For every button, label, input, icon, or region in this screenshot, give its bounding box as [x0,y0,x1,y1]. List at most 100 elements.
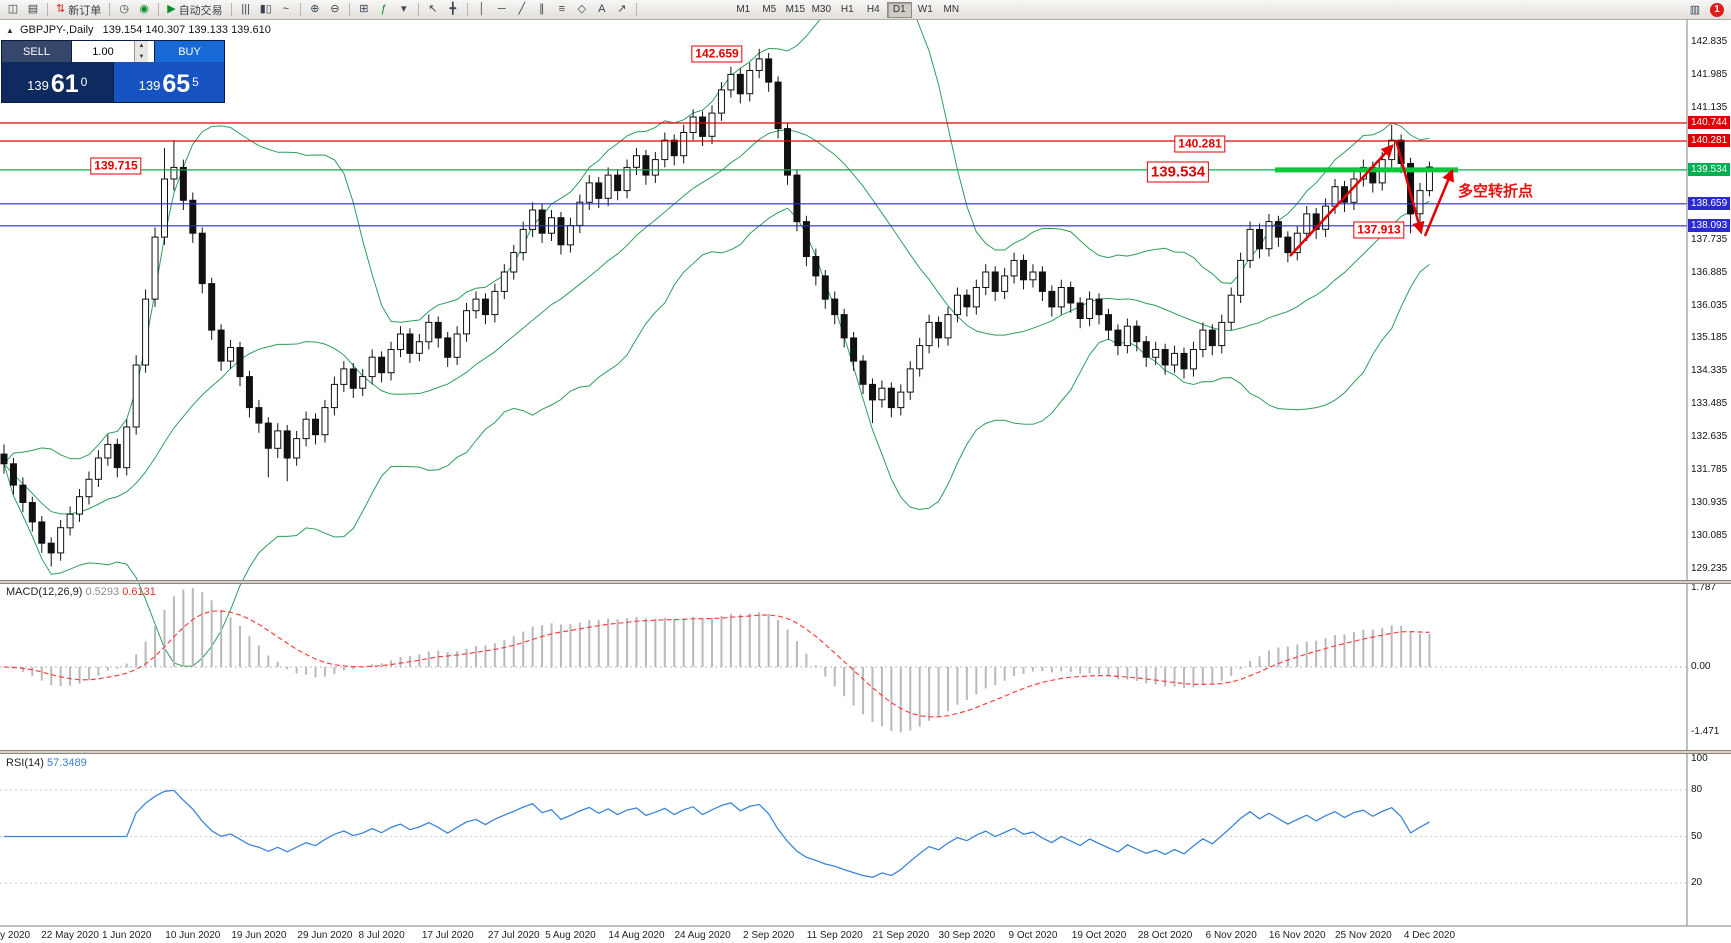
line-chart-icon[interactable]: ~ [276,1,296,18]
date-label: 25 Nov 2020 [1335,930,1392,941]
toolbar-separator [47,3,48,16]
tile-windows-icon-glyph: ⊞ [359,3,369,15]
tile-windows-icon[interactable]: ⊞ [354,1,374,18]
fibonacci-icon-glyph: ≡ [558,3,565,15]
crosshair-icon-glyph: ╋ [449,3,457,15]
one-click-trading-panel: SELL ▲ ▼ BUY 139 61 0 139 65 5 [1,40,225,103]
macd-name: MACD(12,26,9) [6,586,83,598]
text-icon[interactable]: A [592,1,612,18]
price-tick: 135.185 [1691,332,1728,344]
price-tick: 134.335 [1691,365,1728,377]
date-label: 30 Sep 2020 [938,930,996,941]
price-callout[interactable]: 137.913 [1353,221,1405,239]
trendline-icon[interactable]: ╱ [512,1,532,18]
vertical-line-icon[interactable]: │ [472,1,492,18]
tf-m15[interactable]: M15 [783,2,808,18]
date-label: 6 Nov 2020 [1205,930,1257,941]
toolbar-separator [299,3,301,16]
date-label: 2 Sep 2020 [743,930,795,941]
cursor-icon[interactable]: ↖ [423,1,443,18]
text-icon-glyph: A [598,3,606,15]
toolbar-separator [417,3,419,16]
volume-up-button[interactable]: ▲ [135,41,148,52]
navigator-icon-glyph: ◉ [139,3,150,15]
price-callout[interactable]: 140.281 [1174,135,1226,153]
macd-signal-value: 0.6131 [122,586,156,598]
macd-tick: -1.471 [1691,726,1720,738]
panel-splitter[interactable] [0,750,1731,754]
zoom-in-icon[interactable]: ⊕ [305,1,325,18]
toolbar: ◫ ▤ ⇅ 新订单 ◷ ◉ ▶ 自动交易 ||| ▮▯ ~ ⊕ ⊖ ⊞ ƒ ▾ ↖ ╋ │ ─ ╱ ∥ ≡ ◇ A ↗ M1 M5 M1… [0,0,1731,20]
date-label: 17 Jul 2020 [421,930,474,941]
sell-button[interactable]: SELL [2,41,72,62]
macd-tick: 1.787 [1691,582,1717,593]
rsi-label: RSI(14) 57.3489 [6,757,87,769]
volume-input[interactable] [72,41,134,62]
price-tick: 141.135 [1691,101,1728,113]
bar-chart-icon[interactable]: ||| [236,1,256,18]
sell-price-frac: 0 [80,75,88,89]
date-label: 29 Jun 2020 [297,930,353,941]
indicators-icon[interactable]: ƒ [374,1,394,18]
buy-price-pips: 65 [162,70,191,98]
date-label: 28 Oct 2020 [1137,930,1193,941]
zoom-out-icon[interactable]: ⊖ [325,1,345,18]
quote-ohlc: 139.154 140.307 139.133 139.610 [102,24,271,36]
price-tick: 131.785 [1691,464,1728,476]
date-label: 27 Jul 2020 [487,930,540,941]
buy-price[interactable]: 139 65 5 [113,62,224,102]
toolbar-separator [158,3,160,16]
tf-m30[interactable]: M30 [809,2,834,18]
price-callout[interactable]: 142.659 [691,45,743,63]
auto-trading-glyph: ▶ [167,3,176,15]
date-label: 19 Oct 2020 [1071,930,1127,941]
volume-down-button[interactable]: ▼ [135,51,148,62]
channel-icon[interactable]: ∥ [532,1,552,18]
shapes-icon[interactable]: ◇ [572,1,592,18]
new-order-button[interactable]: ⇅ 新订单 [52,1,105,18]
tf-m1[interactable]: M1 [731,2,756,18]
sell-price-base: 139 [27,78,49,93]
horizontal-line-icon[interactable]: ─ [492,1,512,18]
sell-price[interactable]: 139 61 0 [2,62,114,102]
channel-icon-glyph: ∥ [539,3,545,15]
tf-h4[interactable]: H4 [861,2,886,18]
date-label: 4 Dec 2020 [1403,930,1456,941]
tf-m5[interactable]: M5 [757,2,782,18]
tf-h1[interactable]: H1 [835,2,860,18]
price-tick: 133.485 [1691,398,1728,410]
arrows-icon[interactable]: ↗ [612,1,632,18]
auto-trading-button[interactable]: ▶ 自动交易 [163,1,226,18]
templates-icon[interactable]: ▾ [394,1,414,18]
profiles-icon[interactable]: ▤ [23,1,43,18]
buy-button[interactable]: BUY [154,41,224,62]
tf-w1[interactable]: W1 [913,2,938,18]
price-badge: 138.659 [1688,196,1731,210]
date-label: 21 Sep 2020 [872,930,930,941]
crosshair-icon[interactable]: ╋ [443,1,463,18]
tf-d1[interactable]: D1 [886,1,912,18]
fibonacci-icon[interactable]: ≡ [552,1,572,18]
tf-mn[interactable]: MN [939,2,964,18]
new-chart-icon[interactable]: ◫ [3,1,23,18]
annotation-text[interactable]: 多空转折点 [1458,183,1534,200]
chart-shift-icon[interactable]: ▥ [1685,1,1705,18]
panel-splitter[interactable] [0,580,1731,584]
price-badge: 139.534 [1688,162,1731,176]
date-label: 9 Oct 2020 [1008,930,1058,941]
price-callout[interactable]: 139.715 [90,157,142,175]
zoom-out-icon-glyph: ⊖ [330,3,340,15]
navigator-icon[interactable]: ◉ [134,1,154,18]
date-label: 1 Jun 2020 [101,930,152,941]
price-callout[interactable]: 139.534 [1146,161,1210,183]
toolbar-separator [466,3,468,16]
market-watch-icon[interactable]: ◷ [114,1,134,18]
collapse-icon[interactable]: ▲ [6,26,14,35]
cursor-icon-glyph: ↖ [428,3,438,15]
templates-icon-glyph: ▾ [401,3,407,15]
notification-badge[interactable]: 1 [1710,2,1724,17]
candlestick-chart-icon[interactable]: ▮▯ [256,1,276,18]
date-label: 14 Aug 2020 [608,930,665,941]
